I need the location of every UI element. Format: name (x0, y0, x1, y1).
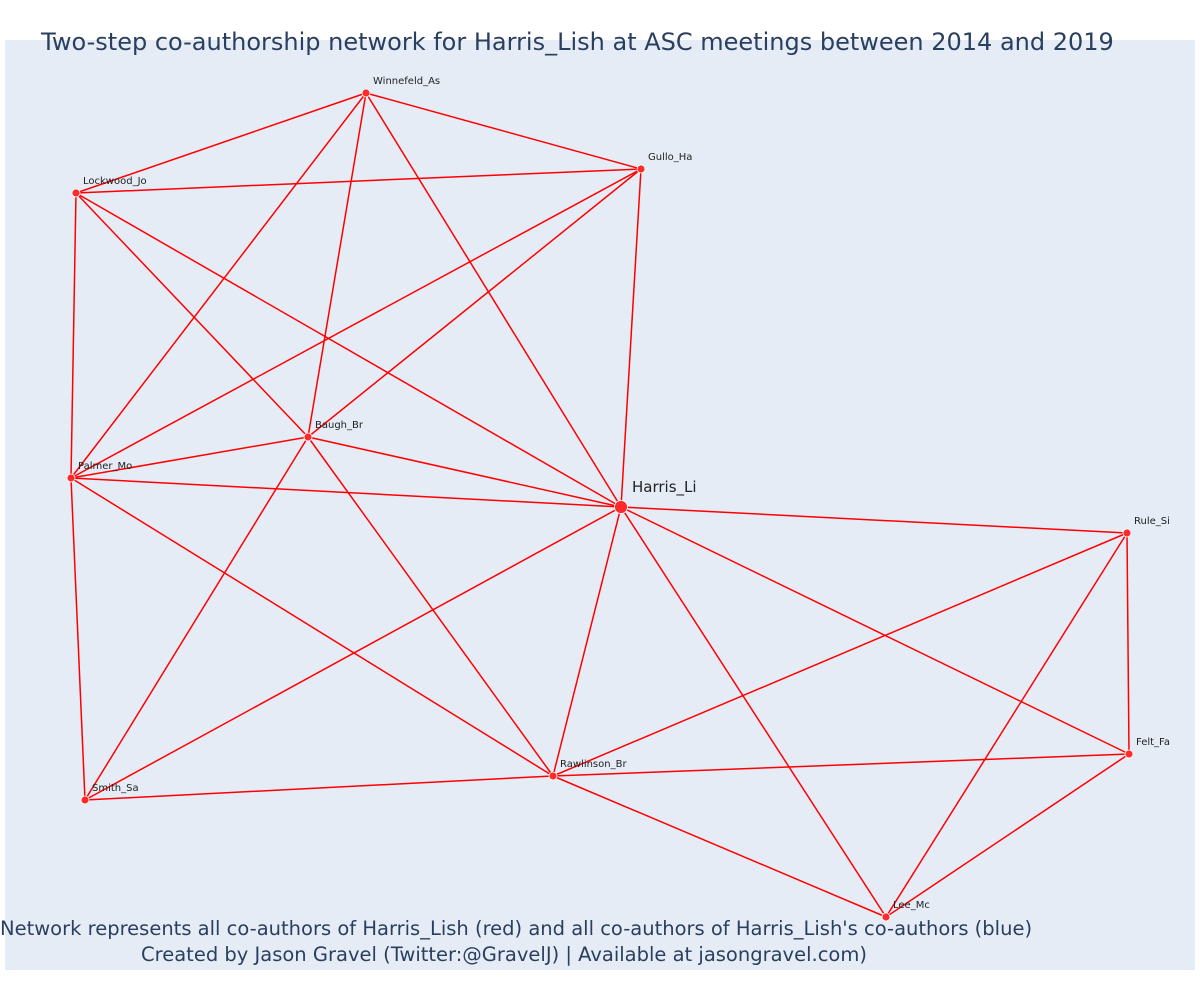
node-felt-fa[interactable] (1124, 749, 1134, 759)
edge-winnefeld-as-gullo-ha (365, 92, 642, 170)
node-rule-si[interactable] (1122, 528, 1132, 538)
edge-gullo-ha-palmer-mo (70, 168, 642, 479)
node-label-rule-si: Rule_Si (1134, 516, 1170, 527)
node-label-winnefeld-as: Winnefeld_As (373, 76, 440, 87)
label-layer: Winnefeld_As Gullo_Ha Lockwood_Jo Baugh_Br P… (78, 76, 1170, 911)
node-winnefeld-as[interactable] (361, 88, 371, 98)
edge-gullo-ha-harris-li (620, 168, 642, 508)
node-gullo-ha[interactable] (636, 164, 646, 174)
edge-harris-li-smith-sa (84, 506, 622, 801)
footer-line-2: Created by Jason Gravel (Twitter:@Gravel… (141, 943, 867, 966)
edge-felt-fa-lee-mc (885, 753, 1130, 918)
diagram-title: Two-step co-authorship network for Harri… (41, 28, 1114, 56)
node-label-palmer-mo: Palmer_Mo (78, 461, 132, 472)
edge-rawlinson-br-smith-sa (84, 775, 554, 801)
node-label-baugh-br: Baugh_Br (315, 420, 364, 431)
edge-rule-si-felt-fa (1126, 532, 1130, 755)
footer-caption: Network represents all co-authors of Har… (0, 916, 1033, 968)
edge-rule-si-lee-mc (885, 532, 1128, 918)
edge-winnefeld-as-baugh-br (307, 92, 367, 438)
node-lockwood-jo[interactable] (71, 188, 81, 198)
edge-gullo-ha-lockwood-jo (75, 168, 642, 194)
edge-harris-li-rule-si (620, 506, 1128, 534)
edge-harris-li-lee-mc (620, 506, 887, 918)
edge-baugh-br-rawlinson-br (307, 436, 554, 777)
edge-winnefeld-as-palmer-mo (70, 92, 367, 479)
edge-layer (70, 92, 1130, 918)
edge-baugh-br-smith-sa (84, 436, 309, 801)
edge-winnefeld-as-harris-li (365, 92, 622, 508)
edge-felt-fa-rawlinson-br (552, 753, 1130, 777)
node-palmer-mo[interactable] (66, 473, 76, 483)
edge-rule-si-rawlinson-br (552, 532, 1128, 777)
edge-baugh-br-palmer-mo (70, 436, 309, 479)
edge-winnefeld-as-lockwood-jo (75, 92, 367, 194)
edge-lockwood-jo-baugh-br (75, 192, 309, 438)
node-label-lockwood-jo: Lockwood_Jo (83, 176, 147, 187)
edge-palmer-mo-smith-sa (70, 477, 86, 801)
node-baugh-br[interactable] (303, 432, 313, 442)
node-rawlinson-br[interactable] (548, 771, 558, 781)
edge-harris-li-felt-fa (620, 506, 1130, 755)
node-harris-li[interactable] (614, 500, 628, 514)
plot-area (5, 40, 1195, 970)
edge-lockwood-jo-palmer-mo (70, 192, 77, 479)
node-label-gullo-ha: Gullo_Ha (648, 152, 692, 163)
edge-palmer-mo-rawlinson-br (70, 477, 554, 777)
node-lee-mc[interactable] (881, 912, 891, 922)
node-label-harris-li: Harris_Li (632, 478, 697, 497)
edge-harris-li-rawlinson-br (552, 506, 622, 777)
edge-palmer-mo-harris-li (70, 477, 622, 508)
node-label-felt-fa: Felt_Fa (1136, 737, 1170, 748)
edge-rawlinson-br-lee-mc (552, 775, 887, 918)
node-smith-sa[interactable] (80, 795, 90, 805)
node-layer (66, 88, 1134, 922)
node-label-smith-sa: Smith_Sa (92, 783, 139, 794)
node-label-lee-mc: Lee_Mc (893, 900, 930, 911)
node-label-rawlinson-br: Rawlinson_Br (560, 759, 627, 770)
edge-baugh-br-harris-li (307, 436, 622, 508)
edge-gullo-ha-baugh-br (307, 168, 642, 438)
edge-lockwood-jo-harris-li (75, 192, 622, 508)
footer-line-1: Network represents all co-authors of Har… (0, 917, 1033, 940)
